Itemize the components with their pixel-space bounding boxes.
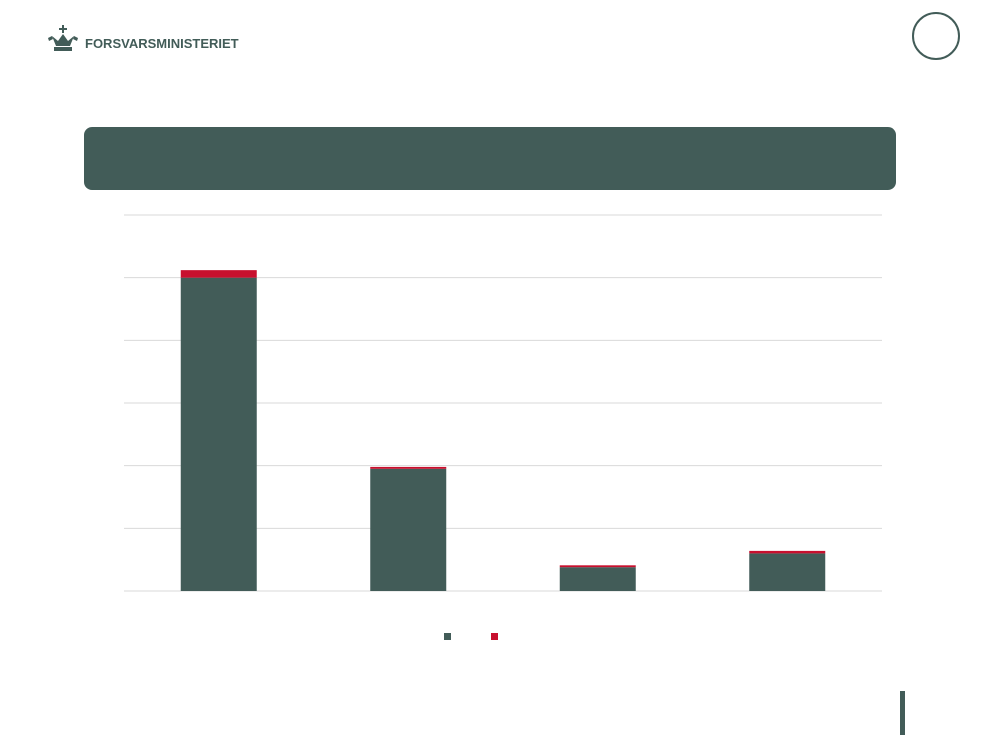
- logo-text: FORSVARSMINISTERIET: [85, 36, 239, 51]
- bar-segment: [180, 270, 257, 278]
- plot: [124, 214, 882, 640]
- bar-segment: [559, 565, 636, 568]
- legend-swatch: [491, 633, 498, 640]
- corner-bar: [900, 691, 905, 735]
- bar-segment: [180, 277, 257, 591]
- crown-icon: [48, 25, 78, 51]
- bar-segment: [370, 466, 447, 469]
- logo: FORSVARSMINISTERIET: [48, 25, 239, 51]
- page-circle: [912, 12, 960, 60]
- bar-segment: [749, 553, 826, 591]
- bar-segment: [749, 550, 826, 554]
- bar-segment: [559, 567, 636, 591]
- bar-segment: [370, 468, 447, 591]
- title-bar: [84, 127, 896, 190]
- legend-swatch: [444, 633, 451, 640]
